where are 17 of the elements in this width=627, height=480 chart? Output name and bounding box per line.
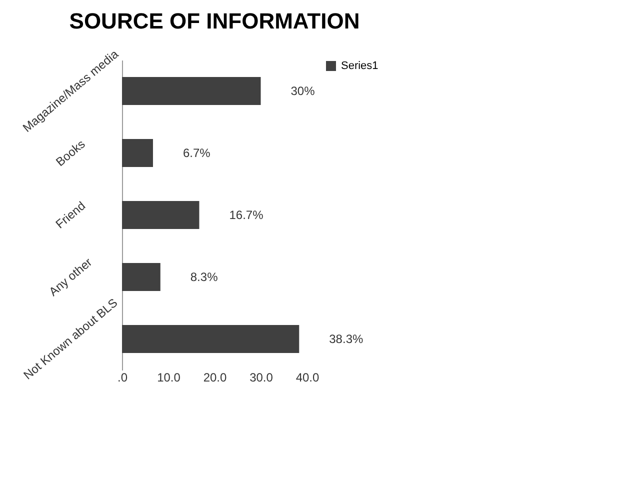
bar [122,325,300,353]
legend-label: Series1 [341,60,378,72]
chart-title: SOURCE OF INFORMATION [69,8,360,34]
x-tick-label: 40.0 [296,370,320,384]
data-label: 30% [290,84,316,98]
data-label: 8.3% [190,270,218,284]
bar [122,201,200,229]
data-label: 16.7% [229,208,264,222]
x-tick-label: .0 [117,370,128,384]
bar [122,139,153,167]
bar [122,263,160,291]
bar [122,77,261,105]
x-tick-label: 30.0 [250,370,274,384]
data-label: 6.7% [182,146,211,160]
x-tick-label: 10.0 [157,370,181,384]
x-tick-label: 20.0 [203,370,227,384]
data-label: 38.3% [329,332,364,346]
